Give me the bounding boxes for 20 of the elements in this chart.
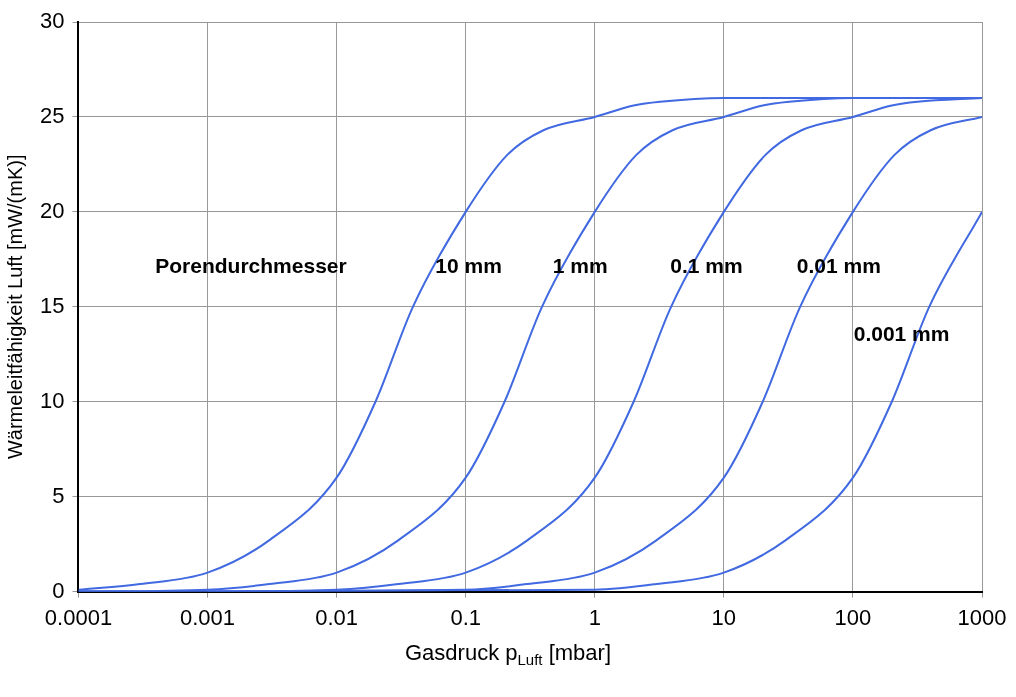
x-tick-label: 0.001 — [180, 604, 236, 630]
y-axis-title: Wärmeleitfähigkeit Luft [mW/(mK)] — [3, 154, 26, 460]
y-tick-label: 0 — [52, 577, 65, 603]
y-tick-label: 25 — [39, 103, 65, 128]
y-tick-label: 30 — [39, 8, 65, 34]
x-axis-title: Gasdruck p$_{Luft}$ [mbar] — [404, 640, 612, 669]
y-tick-label: 10 — [39, 387, 65, 413]
y-tick-label: 15 — [39, 292, 65, 318]
x-tick-label: 0.0001 — [44, 604, 113, 630]
annotation: 1 mm — [552, 253, 608, 277]
x-tick-label: 0.01 — [315, 604, 359, 630]
x-tick-label: 0.1 — [450, 604, 481, 630]
y-tick-label: 5 — [52, 482, 65, 508]
annotation: 10 mm — [435, 253, 502, 277]
x-tick-label: 1 — [588, 604, 601, 630]
x-tick-label: 10 — [711, 604, 737, 630]
x-tick-label: 100 — [834, 604, 872, 630]
y-tick-label: 20 — [39, 197, 65, 223]
x-tick-label: 1000 — [957, 604, 1007, 630]
annotation: Porendurchmesser — [155, 253, 347, 277]
